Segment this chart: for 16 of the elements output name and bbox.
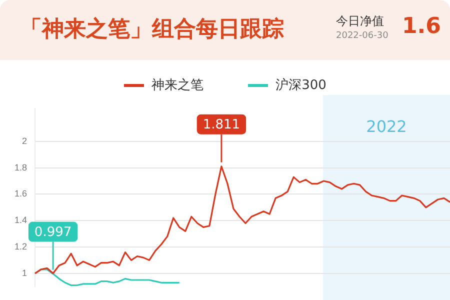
annotation: 0.997: [34, 225, 72, 240]
y-tick-label: 1.6: [14, 188, 27, 199]
y-tick-label: 1: [22, 268, 27, 278]
y-tick-label: 2: [22, 136, 27, 146]
text: 今日净值: [336, 13, 384, 30]
annotation: 2022: [365, 117, 408, 136]
text: 1.6: [402, 14, 441, 39]
text: 2022-06-30: [336, 31, 388, 41]
annotation: 1.811: [202, 118, 240, 133]
shaded-region: 2022: [323, 95, 450, 300]
y-tick-label: 1.4: [14, 215, 27, 226]
chart-title: 「神来之笔」组合每日跟踪: [20, 16, 284, 44]
legend-label: 沪深300: [274, 77, 326, 94]
y-tick-label: 1.2: [14, 241, 27, 252]
y-tick-label: 1.8: [14, 162, 27, 172]
legend-label: 神来之笔: [150, 77, 204, 94]
